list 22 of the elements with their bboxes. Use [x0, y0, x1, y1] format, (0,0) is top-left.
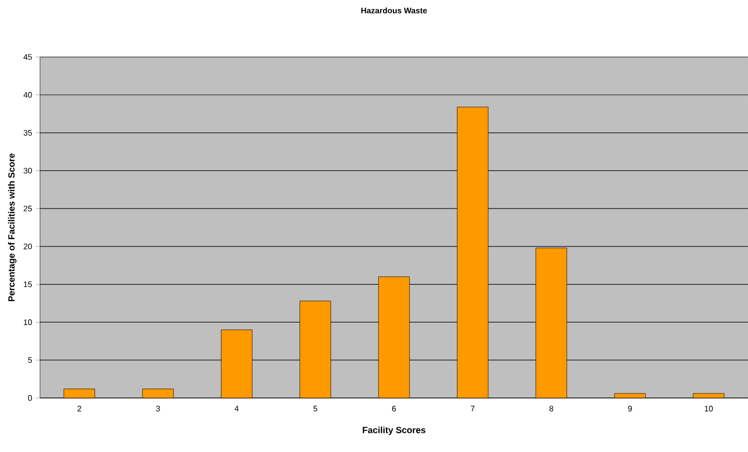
x-tick-label: 5 — [313, 406, 318, 412]
y-tick-label: 25 — [24, 206, 32, 212]
x-tick-label: 3 — [156, 406, 160, 412]
x-tick-label: 9 — [628, 406, 632, 412]
y-tick-label: 15 — [24, 282, 32, 288]
y-tick-label: 30 — [24, 168, 32, 174]
y-tick-label: 20 — [24, 244, 32, 250]
x-axis-title: Facility Scores — [362, 426, 426, 435]
y-tick-label: 40 — [24, 92, 32, 98]
y-axis-title: Percentage of Facilities with Score — [8, 154, 16, 302]
x-tick-label: 8 — [549, 406, 554, 412]
x-tick-label: 10 — [704, 406, 713, 412]
y-tick-label: 45 — [24, 54, 32, 60]
y-tick-label: 10 — [24, 319, 32, 326]
x-tick-label: 2 — [78, 406, 82, 412]
x-tick-label: 7 — [470, 406, 474, 412]
chart-title: Hazardous Waste — [361, 7, 427, 14]
x-tick-label: 4 — [234, 406, 239, 412]
y-tick-label: 0 — [28, 395, 32, 401]
x-tick-label: 6 — [392, 406, 396, 412]
y-tick-label: 5 — [28, 357, 32, 363]
y-tick-label: 35 — [24, 130, 32, 136]
